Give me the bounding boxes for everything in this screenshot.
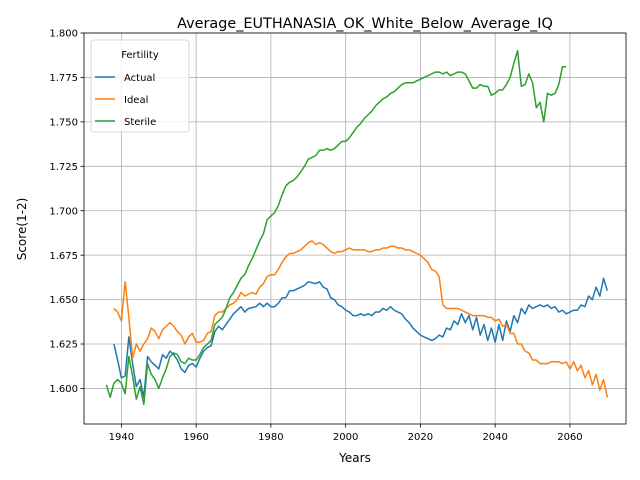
legend-label-sterile: Sterile — [124, 117, 156, 128]
x-axis: 1940 1960 1980 2000 2020 2040 2060 — [109, 424, 583, 443]
y-axis-label: Score(1-2) — [15, 198, 29, 261]
series-line-sterile — [105, 50, 567, 406]
chart-title: Average_EUTHANASIA_OK_White_Below_Averag… — [177, 16, 553, 32]
series-line-actual — [113, 277, 609, 399]
legend-title: Fertility — [121, 50, 159, 61]
grid — [84, 32, 626, 424]
series-line-ideal — [113, 240, 609, 398]
y-tick-label: 1.800 — [49, 29, 78, 40]
y-tick-label: 1.725 — [49, 162, 78, 173]
x-tick-label: 1940 — [109, 432, 134, 443]
x-tick-label: 2020 — [408, 432, 433, 443]
legend-box — [90, 39, 190, 133]
legend: Fertility Actual Ideal Sterile — [90, 39, 190, 133]
x-tick-label: 2000 — [333, 432, 358, 443]
legend-label-ideal: Ideal — [124, 95, 148, 106]
x-tick-label: 2060 — [557, 432, 582, 443]
x-tick-label: 1960 — [183, 432, 208, 443]
y-tick-label: 1.775 — [49, 73, 78, 84]
y-axis: 1.600 1.625 1.650 1.675 1.700 1.725 1.750 1.775… — [49, 29, 84, 395]
x-tick-label: 2040 — [482, 432, 507, 443]
y-tick-label: 1.600 — [49, 384, 78, 395]
y-tick-label: 1.625 — [49, 340, 78, 351]
x-tick-label: 1980 — [258, 432, 283, 443]
series-lines — [105, 50, 609, 406]
x-axis-label: Years — [338, 451, 371, 465]
legend-label-actual: Actual — [124, 73, 155, 84]
y-tick-label: 1.650 — [49, 295, 78, 306]
y-tick-label: 1.750 — [49, 117, 78, 128]
y-tick-label: 1.700 — [49, 206, 78, 217]
plot-frame — [83, 32, 627, 425]
y-tick-label: 1.675 — [49, 251, 78, 262]
